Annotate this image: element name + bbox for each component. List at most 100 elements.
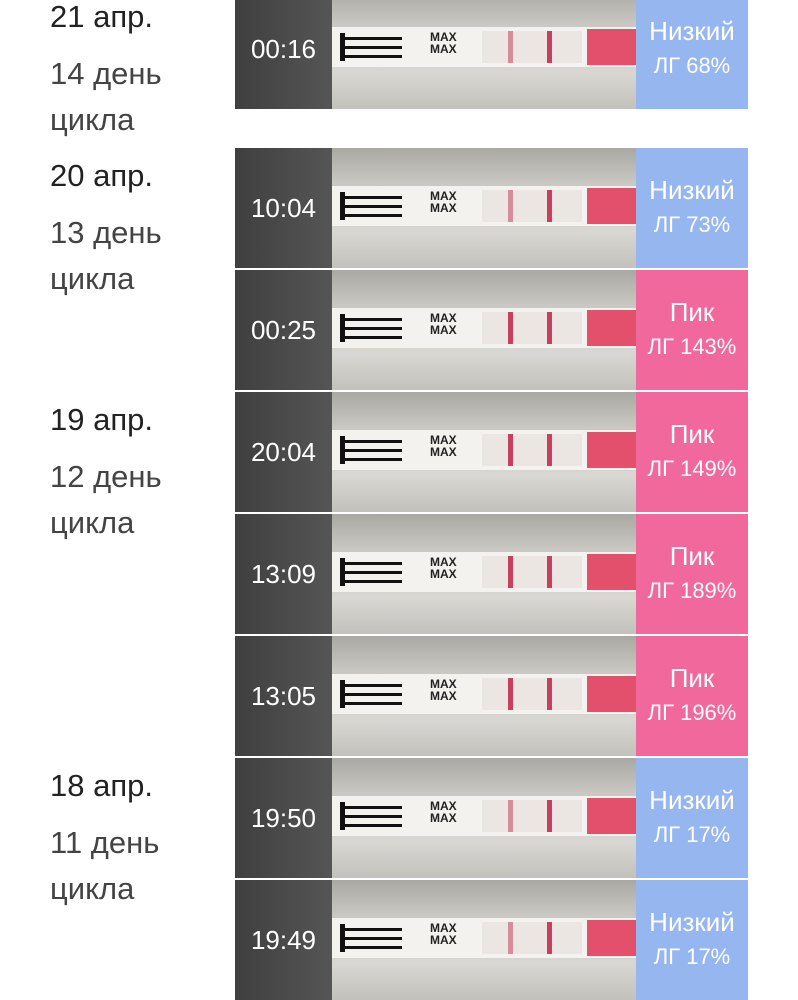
strip-label: MAX MAX xyxy=(430,922,457,946)
test-time: 00:16 xyxy=(235,0,332,109)
test-result: Низкий ЛГ 17% xyxy=(636,880,748,1000)
result-lh: ЛГ 189% xyxy=(647,578,737,603)
strip-label-line: MAX xyxy=(430,42,457,56)
strip-window xyxy=(482,678,582,710)
result-level: Низкий xyxy=(649,175,735,205)
strip-label-line: MAX xyxy=(430,433,457,447)
day-header: 21 апр. 14 день цикла xyxy=(50,0,225,143)
cycle-day: 13 день цикла xyxy=(50,215,162,296)
result-level: Пик xyxy=(669,419,715,449)
strip-label-line: MAX xyxy=(430,445,457,459)
strip-label-line: MAX xyxy=(430,555,457,569)
test-time: 19:50 xyxy=(235,758,332,878)
strip-arrow xyxy=(342,37,402,40)
strip-arrow xyxy=(342,571,402,574)
strip-arrow xyxy=(342,196,402,199)
strip-tip xyxy=(587,554,636,590)
strip-window xyxy=(482,556,582,588)
strip-tip xyxy=(587,676,636,712)
strip-line xyxy=(508,922,513,954)
strip-tip xyxy=(587,310,636,346)
strip-arrow xyxy=(342,440,402,443)
strip-label: MAX MAX xyxy=(430,31,457,55)
test-row[interactable]: 00:16 MAX MAX Низкий ЛГ 68% xyxy=(235,0,748,109)
strip-label-line: MAX xyxy=(430,933,457,947)
test-row[interactable]: 19:49 MAX MAX Низкий ЛГ 17% xyxy=(235,880,748,1000)
strip-line xyxy=(508,31,513,63)
strip: MAX MAX xyxy=(332,796,636,836)
date: 21 апр. xyxy=(50,0,153,34)
strip-photo: MAX MAX xyxy=(332,636,636,756)
result-level: Низкий xyxy=(649,907,735,937)
result-level: Пик xyxy=(669,297,715,327)
strip-photo: MAX MAX xyxy=(332,392,636,512)
strip-arrow xyxy=(342,937,402,940)
strip-photo: MAX MAX xyxy=(332,514,636,634)
strip-label: MAX MAX xyxy=(430,800,457,824)
strip-label-line: MAX xyxy=(430,567,457,581)
strip-line xyxy=(547,190,552,222)
test-time: 13:05 xyxy=(235,636,332,756)
test-row[interactable]: 13:09 MAX MAX Пик ЛГ 189% xyxy=(235,514,748,634)
result-lh: ЛГ 17% xyxy=(653,822,731,847)
strip-window xyxy=(482,190,582,222)
strip: MAX MAX xyxy=(332,186,636,226)
strip-line xyxy=(508,556,513,588)
test-result: Низкий ЛГ 73% xyxy=(636,148,748,268)
strip-tip xyxy=(587,432,636,468)
strip-arrow xyxy=(342,946,402,949)
result-level: Пик xyxy=(669,541,715,571)
strip-arrow xyxy=(342,702,402,705)
strip-arrow xyxy=(342,46,402,49)
strip-window xyxy=(482,31,582,63)
test-row[interactable]: 13:05 MAX MAX Пик ЛГ 196% xyxy=(235,636,748,756)
strip-label-line: MAX xyxy=(430,689,457,703)
strip-photo: MAX MAX xyxy=(332,880,636,1000)
strip-line xyxy=(547,312,552,344)
strip-window xyxy=(482,800,582,832)
test-time: 00:25 xyxy=(235,270,332,390)
test-result: Низкий ЛГ 17% xyxy=(636,758,748,878)
day-header: 18 апр. 11 день цикла xyxy=(50,766,225,912)
strip-label: MAX MAX xyxy=(430,434,457,458)
strip-label: MAX MAX xyxy=(430,556,457,580)
date: 20 апр. xyxy=(50,158,153,193)
strip-window xyxy=(482,922,582,954)
strip-label-line: MAX xyxy=(430,311,457,325)
strip: MAX MAX xyxy=(332,674,636,714)
test-row[interactable]: 19:50 MAX MAX Низкий ЛГ 17% xyxy=(235,758,748,878)
strip-window xyxy=(482,312,582,344)
strip: MAX MAX xyxy=(332,308,636,348)
test-row[interactable]: 10:04 MAX MAX Низкий ЛГ 73% xyxy=(235,148,748,268)
strip-label-line: MAX xyxy=(430,799,457,813)
strip-arrow xyxy=(342,336,402,339)
test-row[interactable]: 00:25 MAX MAX Пик ЛГ 143% xyxy=(235,270,748,390)
date: 19 апр. xyxy=(50,402,153,437)
test-row[interactable]: 20:04 MAX MAX Пик ЛГ 149% xyxy=(235,392,748,512)
strip-arrow xyxy=(342,318,402,321)
strip-arrow xyxy=(342,815,402,818)
strip-arrow xyxy=(342,327,402,330)
strip-label-line: MAX xyxy=(430,189,457,203)
strip-photo: MAX MAX xyxy=(332,758,636,878)
test-result: Пик ЛГ 143% xyxy=(636,270,748,390)
strip-photo: MAX MAX xyxy=(332,148,636,268)
strip-arrow xyxy=(342,214,402,217)
day-header: 20 апр. 13 день цикла xyxy=(50,156,225,302)
strip-label: MAX MAX xyxy=(430,190,457,214)
strip-tip xyxy=(587,29,636,65)
strip-photo: MAX MAX xyxy=(332,270,636,390)
strip-label-line: MAX xyxy=(430,677,457,691)
test-time: 10:04 xyxy=(235,148,332,268)
strip-line xyxy=(547,922,552,954)
strip-line xyxy=(547,556,552,588)
test-time: 19:49 xyxy=(235,880,332,1000)
strip-line xyxy=(508,678,513,710)
cycle-day: 12 день цикла xyxy=(50,459,162,540)
strip-tip xyxy=(587,798,636,834)
result-lh: ЛГ 68% xyxy=(653,53,731,78)
strip-label-line: MAX xyxy=(430,323,457,337)
strip-arrow xyxy=(342,205,402,208)
strip-arrow xyxy=(342,458,402,461)
